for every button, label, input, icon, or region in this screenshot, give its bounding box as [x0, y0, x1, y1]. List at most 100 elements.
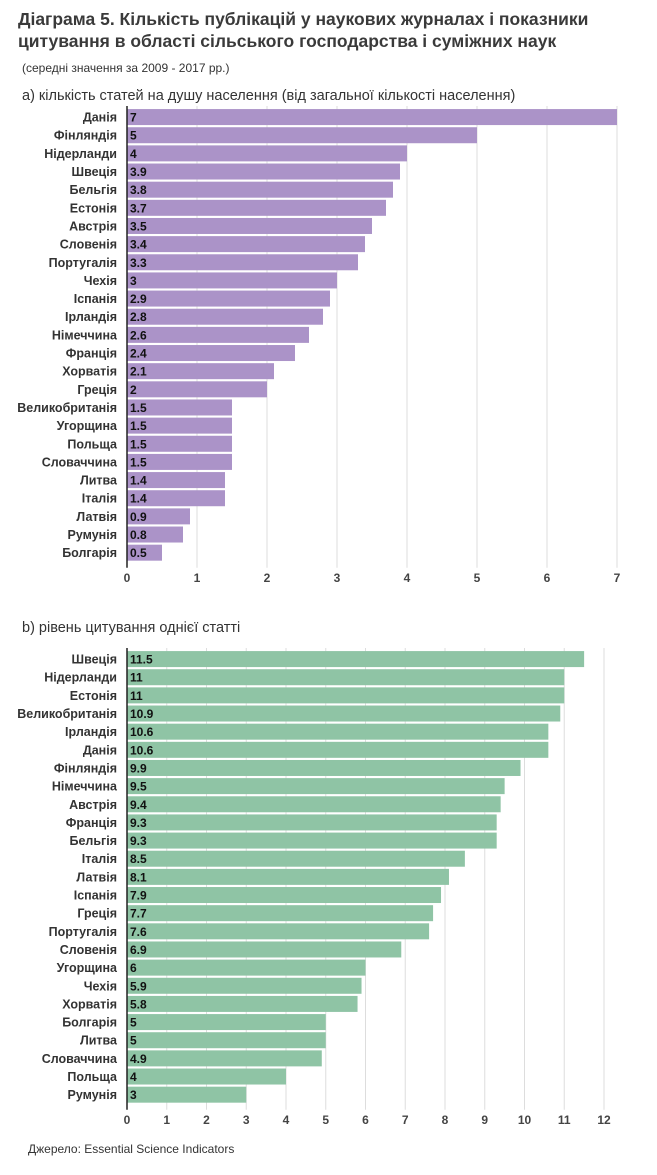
page-title: Діаграма 5. Кількість публікацій у науко… — [18, 9, 589, 51]
bar — [127, 995, 358, 1012]
data-label: 1.5 — [130, 455, 147, 469]
bar — [127, 127, 477, 144]
data-label: 3.8 — [130, 183, 147, 197]
category-label: Австрія — [69, 219, 117, 233]
category-label: Данія — [83, 111, 117, 125]
x-tick-label: 9 — [481, 1113, 488, 1127]
data-label: 1.5 — [130, 401, 147, 415]
x-tick-label: 8 — [442, 1113, 449, 1127]
bar — [127, 417, 232, 434]
data-label: 7.9 — [130, 889, 147, 903]
category-label: Нідерланди — [44, 671, 117, 685]
category-label: Бельгія — [69, 183, 117, 197]
data-label: 5 — [130, 1016, 137, 1030]
category-label: Швеція — [72, 165, 117, 179]
bar — [127, 959, 366, 976]
data-label: 4 — [130, 147, 137, 161]
x-tick-label: 6 — [362, 1113, 369, 1127]
bar — [127, 814, 497, 831]
category-label: Німеччина — [52, 780, 118, 794]
bar — [127, 1032, 326, 1049]
data-label: 8.1 — [130, 870, 147, 884]
category-label: Хорватія — [62, 365, 117, 379]
bar — [127, 290, 330, 307]
data-label: 4 — [130, 1070, 137, 1084]
category-label: Ірландія — [65, 310, 117, 324]
bar — [127, 490, 225, 507]
data-label: 7.6 — [130, 925, 147, 939]
category-label: Нідерланди — [44, 147, 117, 161]
bar — [127, 741, 549, 758]
data-label: 6.9 — [130, 943, 147, 957]
x-tick-label: 2 — [203, 1113, 210, 1127]
bar — [127, 796, 501, 813]
data-label: 0.8 — [130, 528, 147, 542]
x-tick-label: 4 — [283, 1113, 290, 1127]
x-tick-label: 3 — [243, 1113, 250, 1127]
bar — [127, 941, 402, 958]
x-tick-label: 7 — [402, 1113, 409, 1127]
bar — [127, 1068, 286, 1085]
category-label: Румунія — [68, 1088, 117, 1102]
data-label: 2 — [130, 383, 137, 397]
data-label: 10.6 — [130, 743, 154, 757]
x-tick-label: 7 — [614, 571, 621, 585]
bar — [127, 850, 465, 867]
category-label: Португалія — [49, 256, 117, 270]
bar — [127, 453, 232, 470]
bar — [127, 363, 274, 380]
category-label: Фінляндія — [54, 129, 117, 143]
bar — [127, 778, 505, 795]
category-label: Фінляндія — [54, 761, 117, 775]
category-label: Латвія — [76, 870, 117, 884]
bar — [127, 977, 362, 994]
data-label: 10.9 — [130, 707, 154, 721]
bar — [127, 145, 407, 162]
data-label: 2.6 — [130, 328, 147, 342]
category-label: Іспанія — [74, 292, 117, 306]
category-label: Словаччина — [42, 455, 118, 469]
bar — [127, 163, 400, 180]
data-label: 11.5 — [130, 653, 153, 667]
subtitle: (середні значення за 2009 - 2017 рр.) — [22, 61, 230, 75]
category-label: Болгарія — [62, 546, 117, 560]
category-label: Угорщина — [57, 419, 118, 433]
bar — [127, 217, 372, 234]
category-label: Ірландія — [65, 725, 117, 739]
data-label: 1.4 — [130, 492, 147, 506]
category-label: Німеччина — [52, 328, 118, 342]
x-tick-label: 3 — [334, 571, 341, 585]
category-label: Польща — [67, 437, 118, 451]
bar — [127, 923, 430, 940]
bar — [127, 326, 309, 343]
x-tick-label: 0 — [124, 571, 131, 585]
data-label: 3.9 — [130, 165, 147, 179]
bar — [127, 544, 162, 561]
bar — [127, 887, 442, 904]
data-label: 9.3 — [130, 834, 147, 848]
x-tick-label: 6 — [544, 571, 551, 585]
bar — [127, 399, 232, 416]
category-label: Латвія — [76, 510, 117, 524]
category-label: Португалія — [49, 925, 117, 939]
data-label: 6 — [130, 961, 137, 975]
bar — [127, 1086, 247, 1103]
data-label: 3.4 — [130, 238, 147, 252]
bar — [127, 526, 183, 543]
bar — [127, 381, 267, 398]
bar — [127, 1014, 326, 1031]
x-tick-label: 0 — [124, 1113, 131, 1127]
data-label: 1.5 — [130, 437, 147, 451]
x-tick-label: 5 — [322, 1113, 329, 1127]
category-label: Великобританія — [17, 707, 117, 721]
category-label: Данія — [83, 743, 117, 757]
category-label: Словаччина — [42, 1052, 118, 1066]
data-label: 9.9 — [130, 761, 147, 775]
data-label: 5.8 — [130, 997, 147, 1011]
x-tick-label: 5 — [474, 571, 481, 585]
x-tick-label: 12 — [597, 1113, 611, 1127]
data-label: 11 — [130, 689, 143, 703]
data-label: 9.3 — [130, 816, 147, 830]
category-label: Хорватія — [62, 997, 117, 1011]
